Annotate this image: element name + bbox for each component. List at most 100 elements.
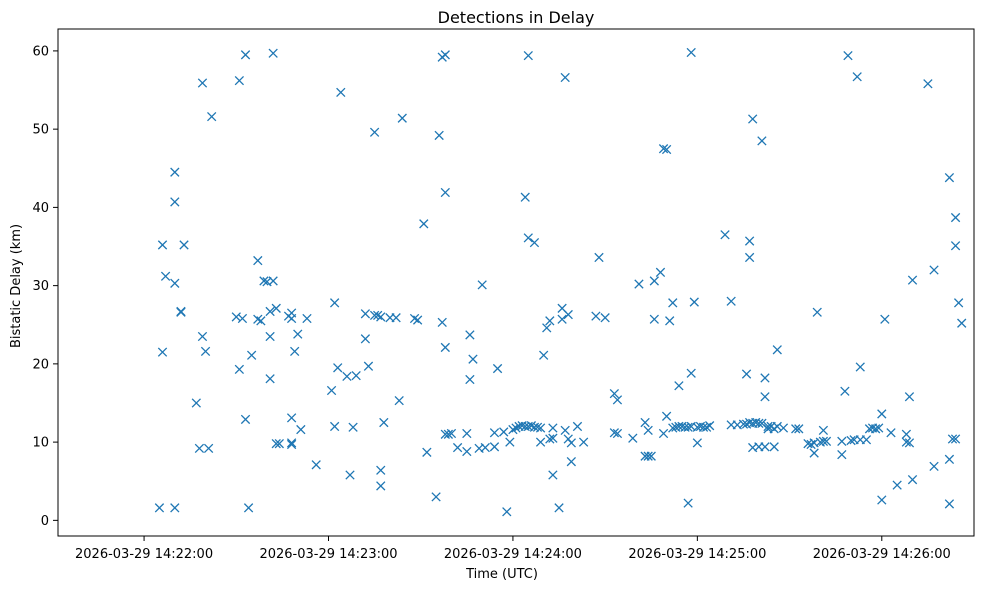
data-point <box>253 255 263 266</box>
data-point <box>572 421 583 432</box>
data-point <box>157 240 168 250</box>
data-point <box>363 361 374 371</box>
data-point <box>950 241 961 251</box>
data-point <box>809 448 819 458</box>
data-point <box>194 443 205 454</box>
data-point <box>265 331 275 342</box>
data-point <box>778 423 789 433</box>
data-point <box>886 428 896 438</box>
data-point <box>578 437 589 447</box>
data-point <box>548 423 558 433</box>
y-axis: 0 10 20 30 40 50 60 <box>32 44 58 529</box>
data-point <box>545 434 555 444</box>
data-point <box>661 411 672 421</box>
data-point <box>957 318 967 328</box>
y-tick-label: 10 <box>32 436 49 451</box>
data-point <box>179 240 189 250</box>
data-point <box>944 172 955 183</box>
data-point <box>170 167 180 177</box>
data-point <box>271 303 281 313</box>
data-point <box>950 434 961 444</box>
data-point <box>757 136 767 146</box>
data-point <box>791 424 801 434</box>
data-point <box>520 192 530 202</box>
data-point <box>646 451 656 461</box>
data-point <box>394 395 404 406</box>
data-point <box>176 306 186 317</box>
x-axis: 2026-03-29 14:22:00 2026-03-29 14:23:00 20… <box>75 536 951 562</box>
data-point <box>326 385 337 396</box>
data-point <box>852 72 862 82</box>
chart-title: Detections in Delay <box>438 8 595 27</box>
data-point <box>760 392 770 402</box>
data-point <box>628 433 638 443</box>
data-point <box>311 460 321 470</box>
data-point <box>818 436 829 446</box>
data-point <box>542 323 552 333</box>
data-point <box>462 428 472 439</box>
data-point <box>197 78 208 88</box>
data-point <box>870 424 881 434</box>
plot-area <box>58 29 974 536</box>
data-point <box>290 346 300 357</box>
data-point <box>409 313 420 324</box>
data-point <box>465 330 475 340</box>
data-point <box>477 280 487 290</box>
data-point <box>880 314 890 324</box>
data-point <box>505 437 515 447</box>
data-point <box>170 278 180 288</box>
data-point <box>907 475 918 485</box>
data-point <box>492 363 503 374</box>
data-point <box>609 428 620 438</box>
data-point <box>345 470 355 480</box>
data-point <box>686 47 696 58</box>
data-point <box>600 313 610 323</box>
data-point <box>369 127 380 137</box>
data-point <box>944 454 955 464</box>
data-point <box>526 421 537 431</box>
data-point <box>760 442 770 452</box>
data-point <box>376 465 386 475</box>
data-point <box>502 507 512 517</box>
data-point <box>265 374 275 384</box>
data-point <box>452 442 463 453</box>
data-point <box>655 267 666 277</box>
data-point <box>683 422 693 432</box>
y-tick-label: 40 <box>32 201 49 216</box>
data-point <box>904 438 915 448</box>
data-point <box>535 423 546 433</box>
data-point <box>720 230 730 240</box>
data-point <box>286 308 297 318</box>
data-point <box>643 451 653 461</box>
data-point <box>351 370 361 381</box>
data-point <box>701 422 712 432</box>
data-point <box>665 316 675 326</box>
data-point <box>806 439 816 450</box>
data-point <box>668 298 678 308</box>
data-point <box>296 424 306 435</box>
data-point <box>744 236 755 246</box>
data-point <box>726 296 736 306</box>
data-point <box>234 364 245 375</box>
x-axis-label: Time (UTC) <box>465 567 538 582</box>
data-point <box>794 424 804 434</box>
data-point <box>953 298 964 308</box>
data-point <box>557 314 567 324</box>
data-point <box>286 439 297 450</box>
data-point <box>240 50 251 60</box>
data-point <box>376 481 386 491</box>
data-point <box>231 312 241 322</box>
x-tick-label: 2026-03-29 14:26:00 <box>813 547 951 562</box>
data-point <box>560 72 570 83</box>
data-point <box>329 421 340 432</box>
data-point <box>342 371 352 382</box>
x-tick-label: 2026-03-29 14:23:00 <box>259 547 397 562</box>
data-point <box>812 307 822 317</box>
data-point <box>874 423 884 433</box>
plot-frame <box>57 28 975 537</box>
data-point <box>738 419 749 429</box>
data-point <box>754 418 764 428</box>
data-point <box>843 50 853 61</box>
data-point <box>861 435 872 445</box>
data-point <box>566 438 576 448</box>
